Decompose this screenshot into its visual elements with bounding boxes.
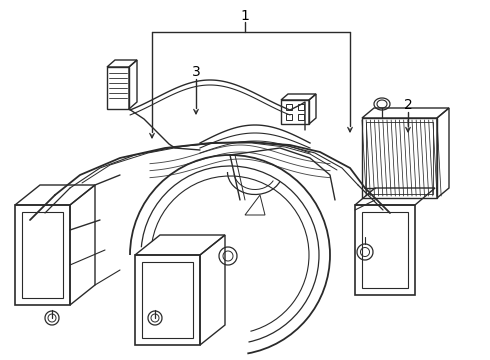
Bar bbox=[362, 118, 437, 198]
Bar bbox=[281, 100, 309, 124]
Text: 3: 3 bbox=[192, 65, 200, 79]
Bar bbox=[286, 104, 292, 110]
Bar bbox=[286, 114, 292, 120]
Bar bbox=[298, 114, 304, 120]
Text: 1: 1 bbox=[241, 9, 249, 23]
Bar bbox=[298, 104, 304, 110]
Bar bbox=[107, 67, 129, 109]
Text: 2: 2 bbox=[404, 98, 413, 112]
Bar bbox=[366, 122, 433, 194]
